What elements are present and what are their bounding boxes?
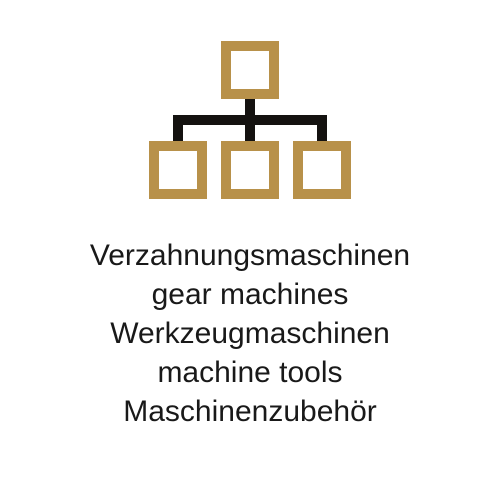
label-line-1: Verzahnungsmaschinen <box>90 236 410 275</box>
label-line-4: machine tools <box>90 353 410 392</box>
label-line-5: Maschinenzubehör <box>90 392 410 431</box>
category-label-block: Verzahnungsmaschinen gear machines Werkz… <box>90 236 410 431</box>
label-line-3: Werkzeugmaschinen <box>90 314 410 353</box>
hierarchy-icon <box>125 38 375 218</box>
label-line-2: gear machines <box>90 275 410 314</box>
